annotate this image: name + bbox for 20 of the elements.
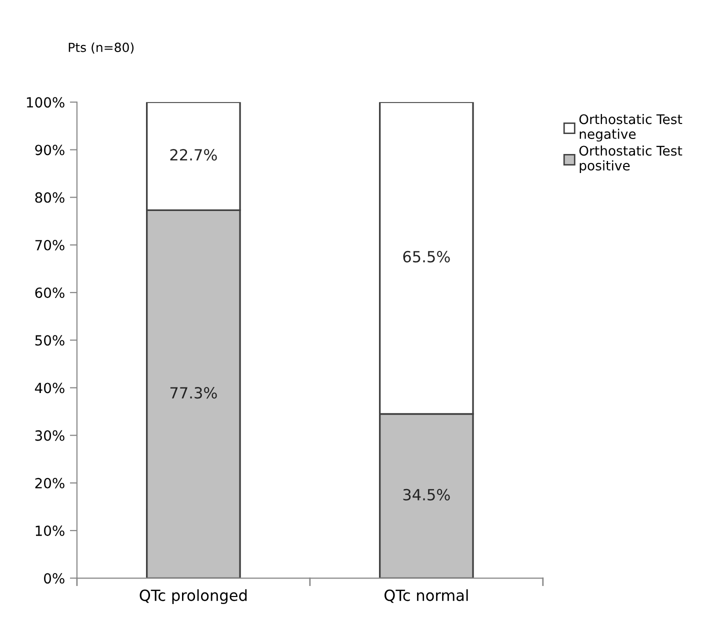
- legend-label: Orthostatic Test positive: [579, 146, 682, 174]
- x-tick-label: QTc prolonged: [140, 589, 247, 604]
- y-tick-label: 70%: [35, 240, 64, 250]
- y-tick-label: 30%: [35, 430, 64, 441]
- y-tick-label: 60%: [35, 288, 64, 298]
- y-tick-label: 100%: [26, 97, 64, 108]
- x-tick-label: QTc normal: [384, 589, 468, 603]
- data-label: 34.5%: [403, 488, 450, 500]
- legend-label: Orthostatic Test negative: [579, 114, 682, 142]
- y-tick-label: 90%: [35, 144, 64, 156]
- y-tick-label: 50%: [35, 335, 64, 346]
- y-tick-label: 10%: [36, 526, 64, 536]
- y-tick-label: 0%: [44, 573, 64, 584]
- y-axis-title: Pts (n=80): [68, 42, 134, 54]
- data-label: 77.3%: [170, 387, 217, 399]
- y-tick-label: 20%: [35, 478, 64, 488]
- data-label: 22.7%: [170, 149, 217, 161]
- y-tick-label: 40%: [34, 382, 64, 394]
- y-tick-label: 80%: [35, 192, 64, 203]
- data-label: 65.5%: [403, 250, 450, 262]
